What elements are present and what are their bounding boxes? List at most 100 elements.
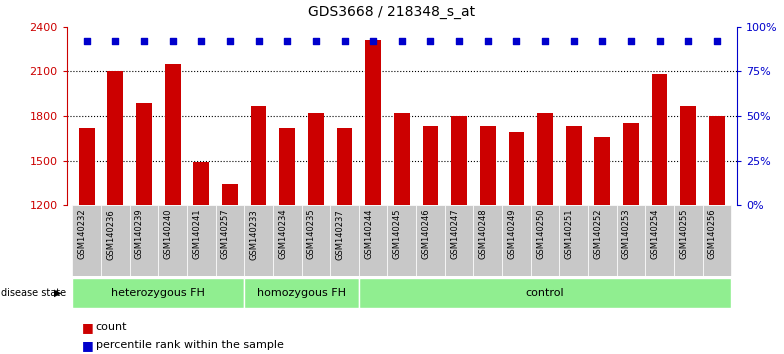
Text: GSM140237: GSM140237	[336, 209, 344, 259]
Point	[252, 38, 265, 44]
Bar	[559, 205, 588, 276]
Text: GSM140235: GSM140235	[307, 209, 316, 259]
Bar	[187, 205, 216, 276]
Point	[281, 38, 293, 44]
Bar	[365, 40, 381, 205]
Bar	[216, 205, 245, 276]
Bar	[645, 205, 674, 276]
Bar	[79, 128, 95, 205]
Point	[223, 38, 236, 44]
Bar	[273, 205, 302, 276]
Bar	[681, 105, 696, 205]
Text: GSM140234: GSM140234	[278, 209, 287, 259]
Bar	[245, 278, 359, 308]
Bar	[452, 116, 467, 205]
Point	[310, 38, 322, 44]
Bar	[474, 205, 502, 276]
Bar	[709, 116, 724, 205]
Bar	[509, 132, 524, 205]
Bar	[566, 126, 582, 205]
Point	[138, 38, 151, 44]
Bar	[502, 205, 531, 276]
Bar	[588, 205, 617, 276]
Text: GSM140241: GSM140241	[192, 209, 201, 259]
Point	[424, 38, 437, 44]
Text: GSM140256: GSM140256	[708, 209, 717, 259]
Bar	[336, 128, 352, 205]
Bar	[359, 278, 731, 308]
Point	[338, 38, 350, 44]
Text: GSM140257: GSM140257	[221, 209, 230, 259]
Point	[367, 38, 379, 44]
Text: count: count	[96, 322, 127, 332]
Bar	[445, 205, 474, 276]
Bar	[107, 71, 123, 205]
Text: GSM140252: GSM140252	[593, 209, 602, 259]
Bar	[623, 124, 639, 205]
Text: GDS3668 / 218348_s_at: GDS3668 / 218348_s_at	[308, 5, 476, 19]
Point	[81, 38, 93, 44]
Bar	[394, 113, 410, 205]
Text: percentile rank within the sample: percentile rank within the sample	[96, 340, 284, 350]
Bar	[330, 205, 359, 276]
Bar	[674, 205, 702, 276]
Text: GSM140250: GSM140250	[536, 209, 545, 259]
Bar	[72, 278, 245, 308]
Point	[195, 38, 208, 44]
Bar	[480, 126, 495, 205]
Text: GSM140240: GSM140240	[164, 209, 172, 259]
Point	[539, 38, 551, 44]
Point	[710, 38, 723, 44]
Point	[596, 38, 608, 44]
Text: GSM140248: GSM140248	[479, 209, 488, 259]
Text: control: control	[526, 288, 564, 298]
Bar	[101, 205, 129, 276]
Point	[453, 38, 466, 44]
Point	[166, 38, 179, 44]
Bar	[423, 126, 438, 205]
Bar	[652, 74, 667, 205]
Bar	[165, 64, 180, 205]
Text: GSM140254: GSM140254	[651, 209, 659, 259]
Bar	[194, 162, 209, 205]
Bar	[531, 205, 559, 276]
Bar	[594, 137, 610, 205]
Text: GSM140246: GSM140246	[422, 209, 430, 259]
Point	[682, 38, 695, 44]
Bar	[387, 205, 416, 276]
Point	[653, 38, 666, 44]
Text: GSM140239: GSM140239	[135, 209, 144, 259]
Bar	[158, 205, 187, 276]
Text: heterozygous FH: heterozygous FH	[111, 288, 205, 298]
Bar	[279, 128, 295, 205]
Point	[568, 38, 580, 44]
Text: disease state: disease state	[1, 288, 66, 298]
Point	[395, 38, 408, 44]
Text: GSM140236: GSM140236	[107, 209, 115, 259]
Text: GSM140249: GSM140249	[507, 209, 517, 259]
Text: GSM140247: GSM140247	[450, 209, 459, 259]
Bar	[222, 184, 238, 205]
Text: GSM140251: GSM140251	[564, 209, 574, 259]
Point	[510, 38, 523, 44]
Text: ■: ■	[82, 339, 94, 352]
Bar	[308, 113, 324, 205]
Text: ▶: ▶	[54, 288, 62, 298]
Bar	[359, 205, 387, 276]
Bar	[136, 103, 152, 205]
Bar	[251, 105, 267, 205]
Text: ■: ■	[82, 321, 94, 334]
Bar	[617, 205, 645, 276]
Text: GSM140245: GSM140245	[393, 209, 401, 259]
Bar	[302, 205, 330, 276]
Point	[109, 38, 122, 44]
Text: GSM140253: GSM140253	[622, 209, 631, 259]
Bar	[416, 205, 445, 276]
Bar	[72, 205, 101, 276]
Bar	[129, 205, 158, 276]
Text: GSM140255: GSM140255	[679, 209, 688, 259]
Text: homozygous FH: homozygous FH	[257, 288, 346, 298]
Text: GSM140233: GSM140233	[249, 209, 259, 259]
Text: GSM140244: GSM140244	[364, 209, 373, 259]
Bar	[245, 205, 273, 276]
